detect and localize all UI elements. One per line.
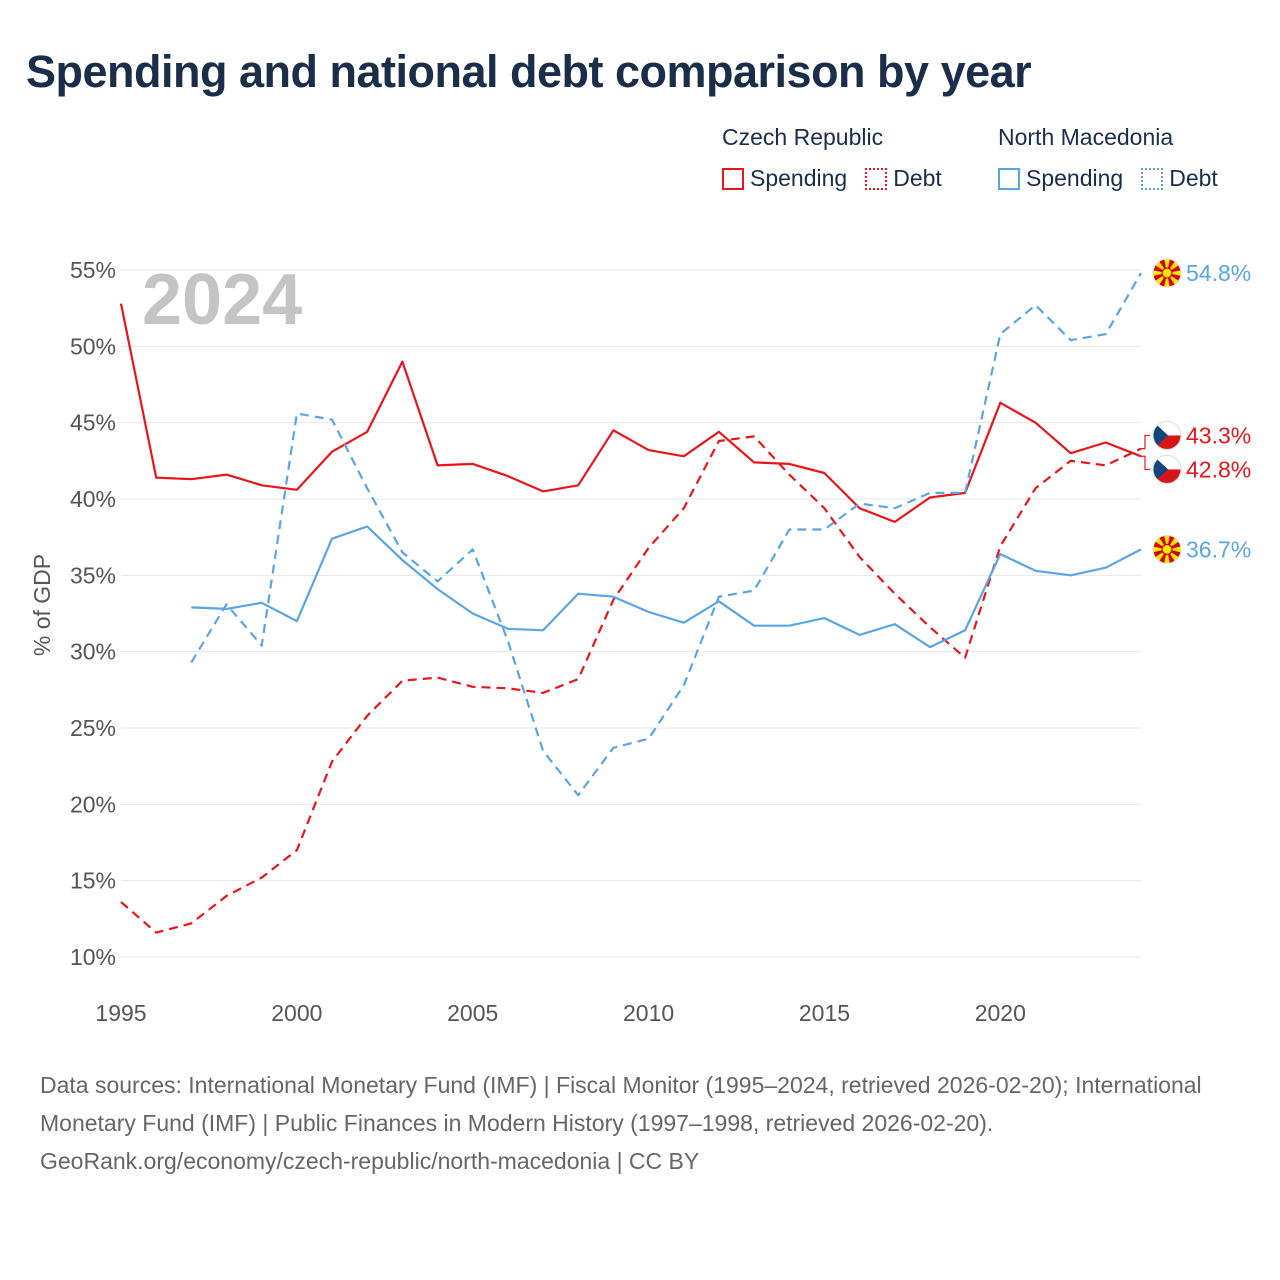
y-tick-label: 35% <box>70 562 116 588</box>
end-value-label: 54.8% <box>1186 260 1251 286</box>
flag-sun-ray <box>1167 545 1181 554</box>
legend-swatch-solid <box>998 167 1020 190</box>
flag-outline <box>1152 420 1182 450</box>
y-tick-label: 50% <box>70 333 116 359</box>
flag-north-macedonia-icon <box>1152 258 1182 288</box>
flag-north-macedonia-icon <box>1152 534 1182 564</box>
legend-swatch-solid <box>722 167 744 190</box>
legend-item-macedonia-debt[interactable]: Debt <box>1141 165 1218 192</box>
flag-body <box>1153 259 1181 288</box>
x-tick-label: 2010 <box>623 1000 674 1026</box>
y-tick-label: 25% <box>70 715 116 741</box>
end-value-label: 43.3% <box>1186 422 1251 448</box>
flag-sun-ray <box>1167 269 1181 278</box>
y-tick-label: 10% <box>70 944 116 970</box>
legend-swatch-dotted <box>865 167 888 190</box>
flag-blue-triangle <box>1153 455 1168 484</box>
flag-outline <box>1152 258 1182 288</box>
year-watermark: 2024 <box>142 260 302 340</box>
legend-item-label: Debt <box>893 165 942 191</box>
end-value-label: 36.7% <box>1186 536 1251 562</box>
y-tick-label: 30% <box>70 639 116 665</box>
label-connector <box>1141 434 1150 450</box>
end-value-label: 42.8% <box>1186 456 1251 482</box>
footer: Data sources: International Monetary Fun… <box>40 1066 1240 1180</box>
chart-title: Spending and national debt comparison by… <box>26 46 1032 97</box>
legend-group-czech-republic: Czech Republic Spending Debt <box>722 124 960 192</box>
flag-sun-ray <box>1153 545 1167 554</box>
legend-item-label: Spending <box>1026 165 1124 191</box>
flag-sun-ray <box>1163 535 1171 550</box>
y-tick-label: 20% <box>70 791 116 817</box>
legend-item-label: Spending <box>750 165 848 191</box>
line-chart: 10% 15% 20% 25% 30% 35% 40% 45% 50% 55% 1995 2000 20… <box>29 257 1251 1026</box>
flag-outline <box>1152 534 1182 564</box>
y-tick-label: 55% <box>70 257 116 283</box>
legend-country-label: Czech Republic <box>722 124 884 150</box>
flag-body <box>1153 455 1181 484</box>
flag-outline <box>1152 454 1182 484</box>
series-line-debt <box>190 272 1142 797</box>
legend-item-czech-debt[interactable]: Debt <box>865 165 942 192</box>
x-tick-label: 2020 <box>975 1000 1026 1026</box>
legend-item-macedonia-spending[interactable]: Spending <box>998 165 1123 192</box>
data-sources: Data sources: International Monetary Fun… <box>40 1072 1202 1136</box>
flag-czech-republic-icon <box>1152 454 1182 484</box>
flag-sun-ray <box>1163 273 1171 288</box>
y-tick-label: 45% <box>70 410 116 436</box>
x-tick-label: 2000 <box>271 1000 322 1026</box>
flag-sun-ray <box>1163 259 1171 274</box>
legend-group-north-macedonia: North Macedonia Spending Debt <box>998 124 1236 192</box>
x-tick-label: 1995 <box>95 1000 146 1026</box>
flag-czech-republic-icon <box>1152 420 1182 450</box>
flag-sun-ray <box>1163 549 1171 564</box>
series-line-spending <box>119 303 1142 524</box>
flag-sun <box>1161 543 1173 555</box>
label-connector <box>1141 455 1150 471</box>
legend-item-czech-spending[interactable]: Spending <box>722 165 847 192</box>
x-tick-label: 2015 <box>799 1000 850 1026</box>
flag-sun <box>1161 267 1173 279</box>
legend-country-label: North Macedonia <box>998 124 1174 150</box>
series-line-spending <box>191 525 1142 649</box>
series-line-debt <box>120 435 1142 934</box>
x-tick-label: 2005 <box>447 1000 498 1026</box>
flag-body <box>1153 421 1181 450</box>
flag-sun-ray <box>1153 269 1167 278</box>
legend-item-label: Debt <box>1169 165 1218 191</box>
y-tick-label: 40% <box>70 486 116 512</box>
flag-blue-triangle <box>1153 421 1168 450</box>
y-axis-label: % of GDP <box>29 554 55 656</box>
legend-swatch-dotted <box>1141 167 1164 190</box>
source-credit: GeoRank.org/economy/czech-republic/north… <box>40 1148 700 1174</box>
y-tick-label: 15% <box>70 868 116 894</box>
